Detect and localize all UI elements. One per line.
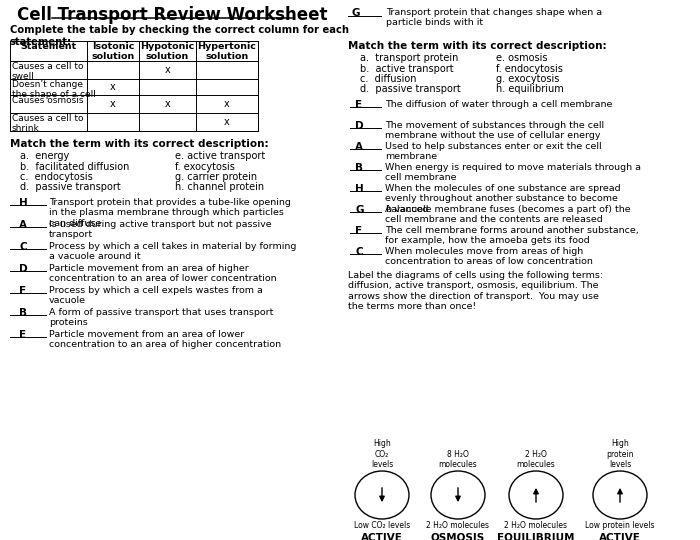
Text: 8 H₂O
molecules: 8 H₂O molecules (439, 450, 477, 469)
Text: b.  active transport: b. active transport (360, 64, 454, 73)
Text: Match the term with its correct description:: Match the term with its correct descript… (10, 139, 269, 149)
Text: x: x (224, 117, 230, 127)
Text: Transport protein that provides a tube-like opening
in the plasma membrane throu: Transport protein that provides a tube-l… (49, 198, 291, 228)
Text: Causes a cell to
swell: Causes a cell to swell (12, 62, 83, 82)
Text: x: x (164, 99, 170, 109)
Text: a.  energy: a. energy (20, 151, 69, 161)
Text: C: C (19, 242, 27, 252)
Text: d.  passive transport: d. passive transport (360, 84, 461, 94)
Text: When energy is required to move materials through a
cell membrane: When energy is required to move material… (385, 163, 641, 183)
Text: OSMOSIS: OSMOSIS (431, 533, 485, 540)
Text: G: G (352, 8, 361, 18)
Text: F: F (355, 226, 362, 236)
Text: Particle movement from an area of lower
concentration to an area of higher conce: Particle movement from an area of lower … (49, 330, 281, 349)
Text: Hypertonic
solution: Hypertonic solution (197, 42, 256, 62)
Text: D: D (19, 264, 27, 274)
Text: Match the term with its correct description:: Match the term with its correct descript… (348, 41, 607, 51)
Text: x: x (164, 65, 170, 75)
Text: Cell Transport Review Worksheet: Cell Transport Review Worksheet (17, 6, 328, 24)
Text: ACTIVE: ACTIVE (599, 533, 641, 540)
Text: x: x (110, 82, 116, 92)
Text: d.  passive transport: d. passive transport (20, 183, 120, 192)
Text: Hypotonic
solution: Hypotonic solution (141, 42, 195, 62)
Text: Process by which a cell expels wastes from a
vacuole: Process by which a cell expels wastes fr… (49, 286, 263, 306)
Text: D: D (355, 121, 363, 131)
Text: Doesn’t change
the shape of a cell: Doesn’t change the shape of a cell (12, 80, 96, 99)
Text: Complete the table by checking the correct column for each
statement:: Complete the table by checking the corre… (10, 25, 349, 46)
Text: A vacuole membrane fuses (becomes a part of) the
cell membrane and the contents : A vacuole membrane fuses (becomes a part… (385, 205, 631, 225)
Text: b.  facilitated diffusion: b. facilitated diffusion (20, 161, 130, 172)
Text: e. active transport: e. active transport (175, 151, 265, 161)
Text: f. exocytosis: f. exocytosis (175, 161, 235, 172)
Text: e. osmosis: e. osmosis (496, 53, 547, 63)
Text: E: E (19, 330, 26, 340)
Text: h. channel protein: h. channel protein (175, 183, 264, 192)
Text: c.  diffusion: c. diffusion (360, 74, 416, 84)
Text: Process by which a cell takes in material by forming
a vacuole around it: Process by which a cell takes in materia… (49, 242, 296, 261)
Text: The diffusion of water through a cell membrane: The diffusion of water through a cell me… (385, 100, 612, 109)
Text: E: E (355, 100, 362, 110)
Text: x: x (224, 99, 230, 109)
Text: A: A (355, 142, 363, 152)
Text: H: H (355, 184, 364, 194)
Text: G: G (355, 205, 363, 215)
Text: c.  endocytosis: c. endocytosis (20, 172, 92, 182)
Text: ACTIVE: ACTIVE (361, 533, 403, 540)
Text: A: A (19, 220, 27, 230)
Text: 2 H₂O
molecules: 2 H₂O molecules (517, 450, 555, 469)
Text: EQUILIBRIUM: EQUILIBRIUM (497, 533, 575, 540)
Text: g. exocytosis: g. exocytosis (496, 74, 559, 84)
Text: Low protein levels: Low protein levels (585, 521, 654, 530)
Text: C: C (355, 247, 363, 257)
Text: When the molecules of one substance are spread
evenly throughout another substan: When the molecules of one substance are … (385, 184, 621, 214)
Text: When molecules move from areas of high
concentration to areas of low concentrati: When molecules move from areas of high c… (385, 247, 593, 266)
Text: Causes osmosis: Causes osmosis (12, 96, 83, 105)
Text: x: x (110, 99, 116, 109)
Text: a.  transport protein: a. transport protein (360, 53, 458, 63)
Text: Label the diagrams of cells using the following terms:
diffusion, active transpo: Label the diagrams of cells using the fo… (348, 271, 603, 311)
Text: H: H (19, 198, 28, 208)
Text: Transport protein that changes shape when a
particle binds with it: Transport protein that changes shape whe… (386, 8, 602, 28)
Text: High
CO₂
levels: High CO₂ levels (371, 439, 393, 469)
Text: F: F (19, 286, 26, 296)
Text: 2 H₂O molecules: 2 H₂O molecules (505, 521, 568, 530)
Text: Causes a cell to
shrink: Causes a cell to shrink (12, 114, 83, 133)
Text: The movement of substances through the cell
membrane without the use of cellular: The movement of substances through the c… (385, 121, 604, 140)
Text: f. endocytosis: f. endocytosis (496, 64, 563, 73)
Text: A form of passive transport that uses transport
proteins: A form of passive transport that uses tr… (49, 308, 274, 327)
Text: Used to help substances enter or exit the cell
membrane: Used to help substances enter or exit th… (385, 142, 601, 161)
Text: B: B (355, 163, 363, 173)
Text: Low CO₂ levels: Low CO₂ levels (354, 521, 410, 530)
Text: High
protein
levels: High protein levels (606, 439, 634, 469)
Text: B: B (19, 308, 27, 318)
Text: g. carrier protein: g. carrier protein (175, 172, 257, 182)
Text: Isotonic
solution: Isotonic solution (92, 42, 134, 62)
Text: 2 H₂O molecules: 2 H₂O molecules (426, 521, 489, 530)
Text: The cell membrane forms around another substance,
for example, how the amoeba ge: The cell membrane forms around another s… (385, 226, 638, 245)
Text: Statement: Statement (20, 42, 76, 51)
Text: Particle movement from an area of higher
concentration to an area of lower conce: Particle movement from an area of higher… (49, 264, 276, 284)
Text: Is used during active transport but not passive
transport: Is used during active transport but not … (49, 220, 272, 239)
Text: h. equilibrium: h. equilibrium (496, 84, 564, 94)
